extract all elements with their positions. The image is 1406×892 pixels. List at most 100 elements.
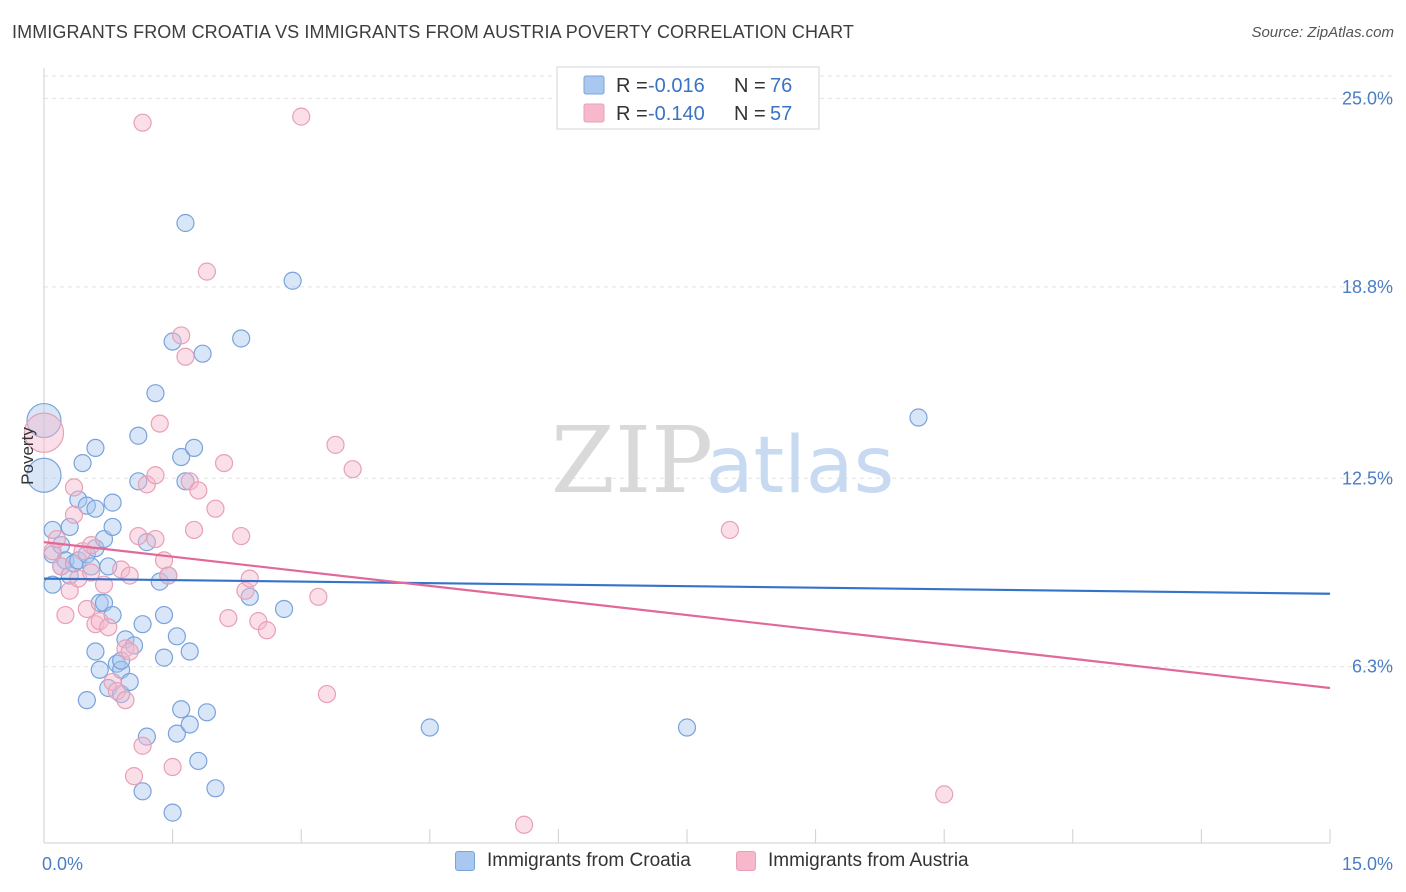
data-point-austria bbox=[146, 529, 165, 549]
x-tick-label: 0.0% bbox=[42, 854, 83, 874]
data-point-austria bbox=[159, 566, 178, 585]
legend-item-austria[interactable]: Immigrants from Austria bbox=[736, 850, 969, 872]
legend-label-austria: Immigrants from Austria bbox=[768, 850, 969, 871]
data-point-croatia bbox=[154, 648, 174, 667]
data-point-austria bbox=[56, 605, 75, 625]
data-point-croatia bbox=[180, 715, 199, 734]
legend-n-label: N = bbox=[734, 103, 766, 125]
data-point-austria bbox=[232, 526, 251, 546]
data-point-croatia bbox=[180, 642, 199, 661]
stats-legend: R = -0.016 N = 76 R = -0.140 N = 57 bbox=[556, 66, 820, 130]
data-point-croatia bbox=[176, 213, 195, 233]
data-point-croatia bbox=[133, 782, 152, 801]
data-point-croatia bbox=[283, 271, 302, 290]
legend-n-value: 76 bbox=[770, 75, 792, 97]
data-point-croatia bbox=[73, 453, 92, 473]
data-point-austria bbox=[133, 736, 152, 755]
tick-labels: 6.3% 12.5% 18.8% 25.0% 0.0% 15.0% bbox=[42, 88, 1393, 874]
trend-line-croatia bbox=[43, 577, 1331, 595]
data-point-croatia bbox=[77, 691, 96, 710]
data-point-croatia bbox=[43, 575, 62, 594]
data-point-austria bbox=[184, 520, 204, 540]
data-point-croatia bbox=[274, 599, 294, 619]
data-point-austria bbox=[176, 347, 195, 366]
source-label[interactable]: Source: ZipAtlas.com bbox=[1251, 24, 1394, 41]
y-tick-label: 12.5% bbox=[1342, 468, 1393, 488]
legend-swatch-croatia bbox=[583, 75, 605, 95]
series-croatia-points bbox=[26, 213, 928, 822]
data-point-austria bbox=[515, 815, 534, 834]
axes bbox=[43, 68, 1331, 844]
legend-label-croatia: Immigrants from Croatia bbox=[487, 850, 691, 871]
watermark-zip: ZIP bbox=[551, 407, 713, 514]
legend-r-label: R = bbox=[616, 103, 648, 125]
chart-title: IMMIGRANTS FROM CROATIA VS IMMIGRANTS FR… bbox=[12, 22, 855, 42]
data-point-austria bbox=[52, 557, 71, 576]
data-point-austria bbox=[309, 587, 328, 606]
legend-item-croatia[interactable]: Immigrants from Croatia bbox=[455, 850, 691, 872]
data-point-austria bbox=[206, 499, 225, 518]
legend-swatch-croatia bbox=[455, 851, 475, 871]
legend-r-label: R = bbox=[616, 75, 648, 97]
y-tick-label: 18.8% bbox=[1342, 277, 1393, 297]
data-point-austria bbox=[240, 569, 259, 588]
series-legend: Immigrants from Croatia Immigrants from … bbox=[0, 850, 1406, 880]
legend-r-value: -0.140 bbox=[648, 103, 705, 125]
data-point-croatia bbox=[26, 457, 62, 493]
trend-lines bbox=[43, 541, 1331, 690]
data-point-austria bbox=[292, 107, 311, 126]
data-point-austria bbox=[120, 642, 139, 661]
data-point-croatia bbox=[86, 438, 105, 458]
data-point-austria bbox=[150, 414, 169, 433]
data-point-austria bbox=[120, 566, 139, 585]
data-point-austria bbox=[935, 785, 954, 804]
watermark: ZIP atlas bbox=[551, 407, 894, 514]
data-point-austria bbox=[720, 520, 739, 540]
data-point-croatia bbox=[163, 803, 182, 822]
data-point-austria bbox=[219, 608, 238, 628]
data-point-croatia bbox=[154, 605, 174, 625]
data-point-austria bbox=[129, 526, 148, 546]
watermark-atlas: atlas bbox=[706, 421, 895, 511]
data-point-croatia bbox=[137, 727, 156, 746]
data-point-croatia bbox=[193, 344, 212, 363]
data-point-croatia bbox=[167, 627, 186, 646]
data-point-croatia bbox=[420, 718, 439, 737]
legend-swatch-austria bbox=[583, 103, 605, 123]
legend-r-value: -0.016 bbox=[648, 75, 705, 97]
data-point-croatia bbox=[232, 329, 251, 348]
y-tick-label: 6.3% bbox=[1352, 657, 1393, 677]
data-point-austria bbox=[189, 481, 208, 500]
x-tick-label: 15.0% bbox=[1342, 854, 1393, 874]
data-point-austria bbox=[124, 767, 144, 786]
data-point-croatia bbox=[103, 517, 122, 537]
data-point-austria bbox=[197, 262, 216, 281]
data-point-croatia bbox=[86, 642, 105, 661]
data-point-austria bbox=[163, 757, 182, 777]
data-point-austria bbox=[172, 326, 191, 345]
y-axis-label: Poverty bbox=[18, 427, 37, 485]
trend-line-austria bbox=[43, 541, 1331, 690]
data-point-croatia bbox=[172, 700, 191, 719]
data-point-croatia bbox=[26, 402, 62, 439]
data-point-austria bbox=[146, 466, 165, 485]
data-point-austria bbox=[99, 618, 118, 637]
data-point-croatia bbox=[206, 779, 225, 798]
data-point-croatia bbox=[677, 718, 697, 737]
data-point-austria bbox=[82, 563, 101, 582]
data-point-croatia bbox=[103, 493, 122, 512]
data-point-croatia bbox=[172, 447, 191, 467]
data-point-croatia bbox=[43, 520, 62, 540]
data-point-austria bbox=[64, 505, 84, 524]
data-point-austria bbox=[317, 684, 337, 704]
legend-swatch-austria bbox=[736, 851, 756, 871]
data-point-croatia bbox=[167, 724, 186, 743]
data-point-croatia bbox=[189, 751, 208, 771]
data-point-austria bbox=[133, 113, 152, 132]
data-point-austria bbox=[82, 536, 101, 555]
data-point-austria bbox=[23, 412, 65, 453]
legend-n-value: 57 bbox=[770, 103, 792, 125]
data-point-austria bbox=[257, 621, 277, 640]
data-point-austria bbox=[326, 435, 345, 454]
